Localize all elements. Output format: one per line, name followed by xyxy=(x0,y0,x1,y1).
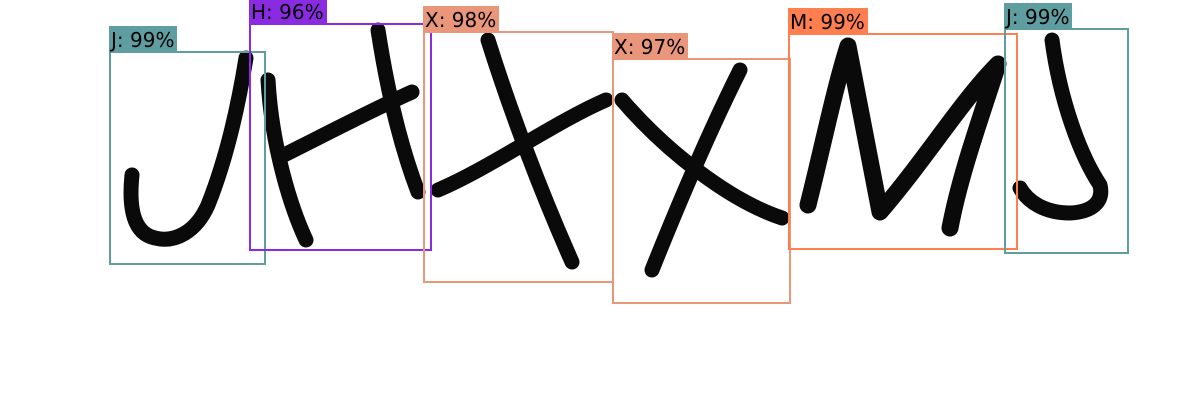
detection-box-j-2: J: 99% xyxy=(1004,3,1129,254)
detection-box-x-1: X: 98% xyxy=(423,6,614,283)
detection-box-x-2: X: 97% xyxy=(612,33,791,304)
glyph-j-2 xyxy=(1012,32,1109,221)
glyph-x1-stroke-b xyxy=(430,92,614,198)
detection-box-j-1: J: 99% xyxy=(109,26,266,265)
glyph-h-crossbar xyxy=(276,84,420,163)
detection-box-m: M: 99% xyxy=(788,8,1018,250)
detection-label: X: 98% xyxy=(423,6,500,32)
detection-label: J: 99% xyxy=(109,26,178,52)
detection-label: J: 99% xyxy=(1004,3,1073,29)
glyph-m xyxy=(799,37,1007,237)
detection-label: X: 97% xyxy=(612,33,689,59)
detection-box-h: H: 96% xyxy=(249,0,432,251)
glyph-x2-stroke-b xyxy=(614,92,790,226)
detection-label: M: 99% xyxy=(788,8,868,34)
glyph-h-right-stem xyxy=(370,22,426,200)
detection-label: H: 96% xyxy=(249,0,327,24)
glyph-h-left-stem xyxy=(260,72,314,248)
glyph-j-1 xyxy=(123,50,254,247)
